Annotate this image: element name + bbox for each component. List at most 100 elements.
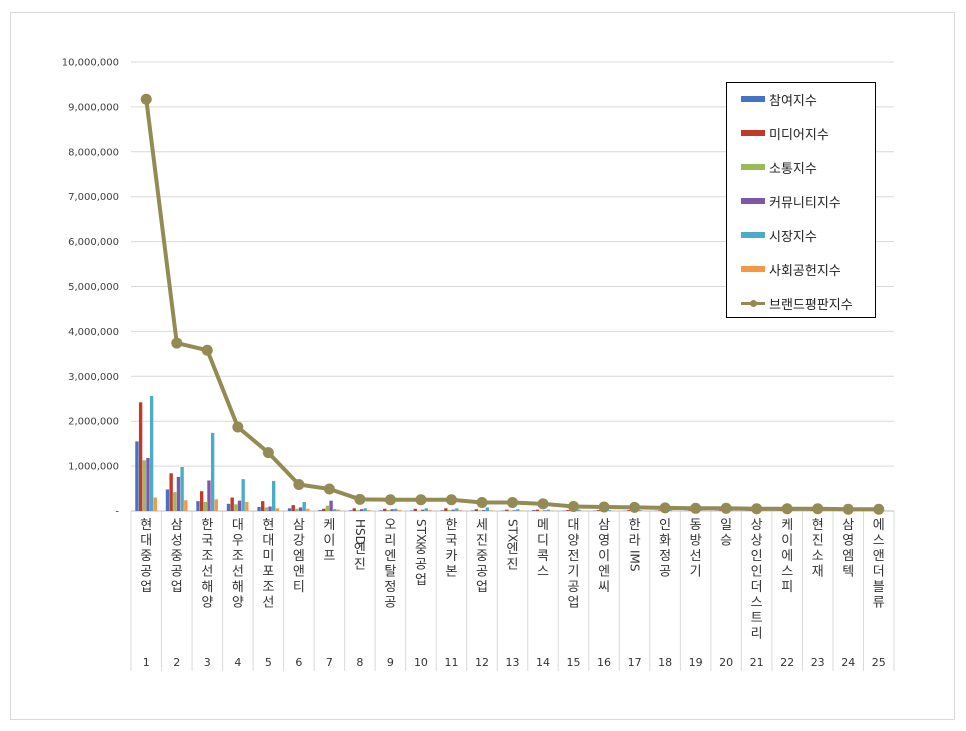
bar-미디어지수 [505, 509, 509, 511]
bar-커뮤니티지수 [420, 509, 425, 511]
bar-사회공헌지수 [214, 499, 218, 511]
x-rank-label: 2 [173, 656, 180, 669]
bar-커뮤니티지수 [268, 506, 272, 511]
bar-사회공헌지수 [489, 510, 493, 511]
bar-커뮤니티지수 [451, 509, 455, 511]
bar-커뮤니티지수 [207, 480, 211, 511]
bar-참여지수 [226, 503, 231, 511]
line-point [201, 344, 213, 356]
bar-참여지수 [196, 501, 200, 511]
legend-item-사회공헌지수: 사회공헌지수 [741, 259, 841, 279]
bar-소통지수 [447, 510, 452, 511]
x-rank-label: 16 [597, 656, 611, 669]
line-point [690, 502, 702, 514]
line-point [232, 421, 244, 433]
bar-시장지수 [394, 508, 398, 511]
chart-legend: 참여지수 미디어지수 소통지수 커뮤니티지수 시장지수 사회공헌지수 브랜드평판… [726, 82, 876, 318]
bar-미디어지수 [383, 508, 387, 511]
x-rank-label: 4 [234, 656, 241, 669]
bar-시장지수 [363, 508, 367, 511]
line-point [842, 503, 854, 515]
bar-미디어지수 [627, 510, 631, 511]
bar-소통지수 [234, 504, 238, 511]
line-point [476, 496, 488, 508]
bar-미디어지수 [688, 510, 692, 511]
bar-미디어지수 [474, 509, 479, 511]
line-point [720, 502, 732, 514]
line-point [507, 496, 518, 508]
y-tick-label: 8,000,000 [68, 147, 119, 158]
bar-시장지수 [668, 510, 673, 511]
bar-사회공헌지수 [153, 497, 157, 511]
line-point [568, 501, 580, 513]
bar-미디어지수 [718, 510, 723, 511]
bar-커뮤니티지수 [512, 510, 516, 511]
x-rank-label: 24 [841, 656, 855, 669]
line-point [415, 494, 427, 506]
x-rank-label: 17 [628, 656, 642, 669]
bar-미디어지수 [230, 497, 234, 511]
bar-커뮤니티지수 [329, 500, 333, 511]
bar-미디어지수 [749, 510, 753, 511]
bar-참여지수 [440, 510, 444, 511]
line-point [171, 337, 183, 349]
bar-사회공헌지수 [397, 510, 402, 511]
legend-label: 시장지수 [769, 229, 817, 245]
legend-swatch [741, 198, 765, 204]
bar-소통지수 [325, 505, 330, 511]
x-category-label-run: STX [414, 519, 428, 542]
bar-사회공헌지수 [184, 500, 188, 511]
legend-item-미디어지수: 미디어지수 [741, 123, 829, 143]
bar-미디어지수 [199, 491, 204, 511]
line-point [445, 494, 457, 506]
line-point [262, 447, 274, 459]
bar-시장지수 [149, 396, 154, 511]
line-point [293, 479, 305, 491]
bar-참여지수 [257, 506, 261, 511]
legend-item-시장지수: 시장지수 [741, 225, 817, 245]
x-rank-label: 10 [414, 656, 428, 669]
line-point [629, 501, 641, 513]
bar-시장지수 [577, 509, 581, 511]
bar-참여지수 [287, 508, 292, 511]
line-point [323, 483, 335, 495]
bar-커뮤니티지수 [481, 510, 486, 511]
line-point [812, 503, 824, 515]
bar-시장지수 [546, 509, 551, 511]
x-rank-label: 18 [658, 656, 672, 669]
y-tick-label: 5,000,000 [68, 282, 119, 293]
bar-사회공헌지수 [306, 508, 310, 511]
line-point [598, 501, 610, 513]
bar-시장지수 [180, 466, 184, 511]
bar-미디어지수 [261, 501, 265, 511]
x-rank-label: 11 [444, 656, 458, 669]
bar-시장지수 [516, 509, 520, 511]
legend-item-브랜드평판지수: 브랜드평판지수 [741, 293, 853, 313]
bar-미디어지수 [657, 510, 662, 511]
legend-label: 참여지수 [769, 93, 817, 109]
bar-사회공헌지수 [458, 510, 463, 511]
legend-label: 사회공헌지수 [769, 263, 841, 279]
line-point [781, 503, 793, 515]
legend-line-marker [741, 297, 765, 309]
y-tick-label: 10,000,000 [62, 58, 119, 69]
y-tick-label: 2,000,000 [68, 417, 119, 428]
bar-미디어지수 [596, 510, 601, 511]
x-rank-label: 15 [567, 656, 581, 669]
x-rank-label: 9 [387, 656, 394, 669]
bar-사회공헌지수 [245, 502, 249, 511]
bar-커뮤니티지수 [359, 509, 364, 511]
bar-소통지수 [386, 510, 391, 511]
y-tick-label: 6,000,000 [68, 237, 119, 248]
y-tick-label: 3,000,000 [68, 372, 119, 383]
bar-사회공헌지수 [275, 508, 280, 511]
bar-소통지수 [173, 492, 177, 511]
